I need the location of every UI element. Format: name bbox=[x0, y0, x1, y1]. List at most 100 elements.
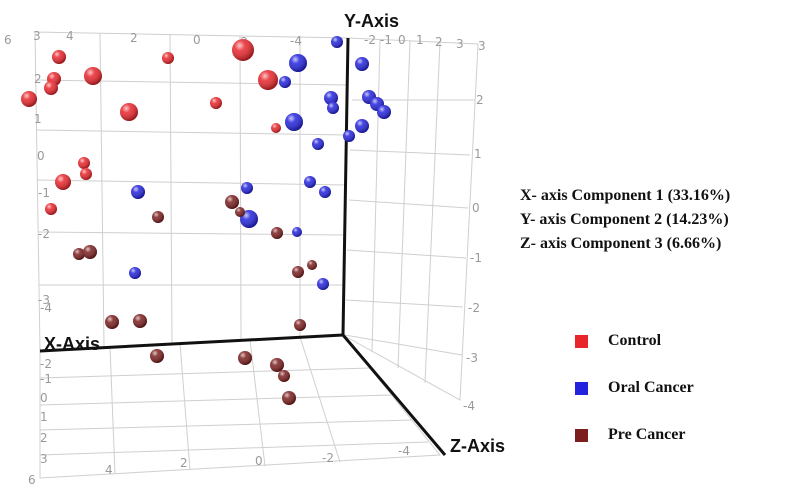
point-pre-cancer bbox=[150, 349, 164, 363]
point-oral-cancer bbox=[331, 36, 343, 48]
legend-swatch-pre-cancer bbox=[575, 428, 588, 442]
tick-label-right: 2 bbox=[476, 93, 484, 107]
point-oral-cancer bbox=[304, 176, 316, 188]
legend: Control Oral Cancer Pre Cancer bbox=[575, 330, 694, 471]
point-pre-cancer bbox=[270, 358, 284, 372]
point-oral-cancer bbox=[131, 185, 145, 199]
point-control bbox=[162, 52, 174, 64]
tick-label-bottom-x: 0 bbox=[255, 454, 263, 468]
tick-label-top: -2 bbox=[364, 33, 376, 47]
point-pre-cancer bbox=[235, 207, 245, 217]
point-oral-cancer bbox=[343, 130, 355, 142]
tick-label-top: -1 bbox=[380, 33, 392, 47]
tick-label-top: 2 bbox=[435, 35, 443, 49]
tick-label-top: 0 bbox=[193, 33, 201, 47]
point-pre-cancer bbox=[294, 319, 306, 331]
point-oral-cancer bbox=[285, 113, 303, 131]
point-pre-cancer bbox=[225, 195, 239, 209]
x-axis-title: X-Axis bbox=[44, 334, 100, 354]
point-control bbox=[78, 157, 90, 169]
point-control bbox=[44, 81, 58, 95]
legend-label-pre-cancer: Pre Cancer bbox=[608, 426, 686, 443]
point-control bbox=[45, 203, 57, 215]
tick-label-bottom-z: 3 bbox=[40, 452, 48, 466]
tick-label-top: 6 bbox=[4, 33, 12, 47]
point-pre-cancer bbox=[83, 245, 97, 259]
tick-label-right: 3 bbox=[478, 39, 486, 53]
point-oral-cancer bbox=[319, 186, 331, 198]
point-control bbox=[120, 103, 138, 121]
legend-label-control: Control bbox=[608, 332, 662, 349]
point-oral-cancer bbox=[312, 138, 324, 150]
tick-label-top: 1 bbox=[416, 33, 424, 47]
legend-swatch-control bbox=[575, 334, 588, 348]
tick-label-right: 1 bbox=[474, 147, 482, 161]
point-oral-cancer bbox=[317, 278, 329, 290]
point-control bbox=[21, 91, 37, 107]
point-pre-cancer bbox=[133, 314, 147, 328]
tick-label-top: 3 bbox=[456, 37, 464, 51]
tick-label-bottom-z: -2 bbox=[40, 357, 52, 371]
component-2-label: Y- axis Component 2 (14.23%) bbox=[520, 211, 729, 228]
point-oral-cancer bbox=[289, 54, 307, 72]
point-oral-cancer bbox=[377, 105, 391, 119]
tick-label-right: -3 bbox=[466, 351, 478, 365]
tick-label-bottom-x: 4 bbox=[105, 463, 113, 477]
data-points bbox=[21, 36, 391, 405]
point-oral-cancer bbox=[241, 182, 253, 194]
tick-label-left: 0 bbox=[37, 149, 45, 163]
point-pre-cancer bbox=[282, 391, 296, 405]
tick-label-bottom-z: 1 bbox=[40, 410, 48, 424]
y-axis-title: Y-Axis bbox=[344, 11, 399, 31]
tick-label-left: 1 bbox=[34, 112, 42, 126]
tick-label-right: -4 bbox=[463, 399, 475, 413]
component-3-label: Z- axis Component 3 (6.66%) bbox=[520, 235, 722, 252]
tick-label-bottom-x: 6 bbox=[28, 473, 36, 487]
tick-label-left: -2 bbox=[38, 227, 50, 241]
point-oral-cancer bbox=[355, 119, 369, 133]
point-control bbox=[84, 67, 102, 85]
point-pre-cancer bbox=[292, 266, 304, 278]
tick-label-left: -1 bbox=[38, 186, 50, 200]
point-control bbox=[55, 174, 71, 190]
tick-label-right: -2 bbox=[468, 301, 480, 315]
grid bbox=[34, 31, 479, 479]
tick-label-top: 3 bbox=[33, 29, 41, 43]
point-pre-cancer bbox=[73, 248, 85, 260]
tick-label-left: -4 bbox=[40, 301, 52, 315]
component-variance-list: X- axis Component 1 (33.16%) Y- axis Com… bbox=[520, 184, 730, 256]
legend-item-pre-cancer: Pre Cancer bbox=[575, 424, 694, 446]
point-oral-cancer bbox=[279, 76, 291, 88]
tick-label-bottom-x: -2 bbox=[322, 451, 334, 465]
point-oral-cancer bbox=[327, 102, 339, 114]
tick-label-top: -4 bbox=[290, 34, 302, 48]
tick-label-right: 0 bbox=[472, 201, 480, 215]
tick-label-bottom-z: 2 bbox=[40, 431, 48, 445]
point-pre-cancer bbox=[271, 227, 283, 239]
point-control bbox=[258, 70, 278, 90]
tick-label-bottom-z: 0 bbox=[40, 391, 48, 405]
point-control bbox=[52, 50, 66, 64]
axis-lines bbox=[39, 37, 447, 456]
tick-label-left: 2 bbox=[34, 72, 42, 86]
point-control bbox=[271, 123, 281, 133]
point-oral-cancer bbox=[292, 227, 302, 237]
component-1-label: X- axis Component 1 (33.16%) bbox=[520, 187, 731, 204]
tick-label-right: -1 bbox=[470, 251, 482, 265]
legend-swatch-oral-cancer bbox=[575, 381, 588, 395]
point-control bbox=[232, 39, 254, 61]
point-control bbox=[210, 97, 222, 109]
point-pre-cancer bbox=[105, 315, 119, 329]
tick-label-bottom-z: -1 bbox=[40, 372, 52, 386]
point-oral-cancer bbox=[129, 267, 141, 279]
tick-label-top: 4 bbox=[66, 29, 74, 43]
tick-label-top: 0 bbox=[398, 33, 406, 47]
legend-item-control: Control bbox=[575, 330, 694, 352]
tick-label-bottom-x: -4 bbox=[398, 444, 410, 458]
point-pre-cancer bbox=[278, 370, 290, 382]
point-pre-cancer bbox=[152, 211, 164, 223]
point-oral-cancer bbox=[324, 91, 338, 105]
legend-label-oral-cancer: Oral Cancer bbox=[608, 379, 694, 396]
point-control bbox=[80, 168, 92, 180]
